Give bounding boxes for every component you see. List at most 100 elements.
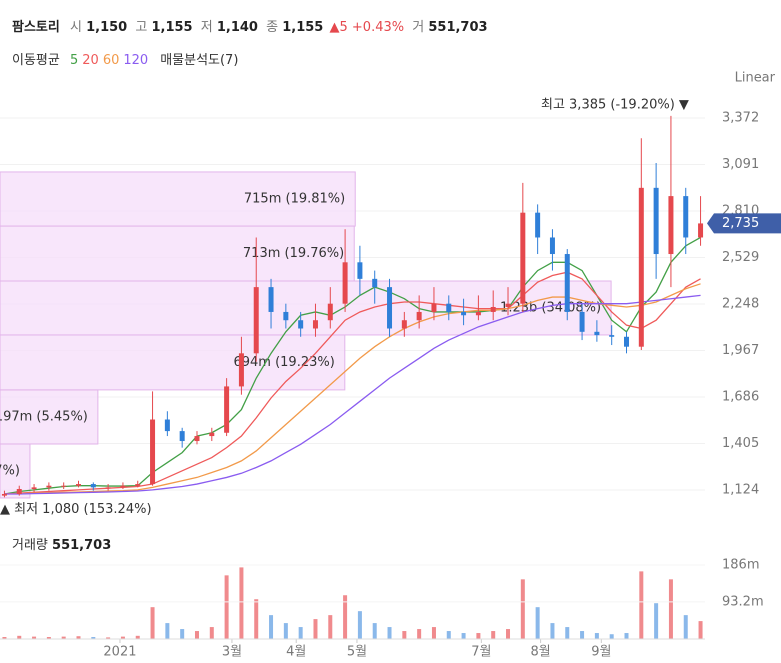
volume-bar	[194, 631, 199, 639]
candle-body	[579, 311, 585, 332]
volume-bar	[609, 634, 614, 639]
candle-body	[683, 196, 689, 238]
volume-bar	[683, 615, 688, 639]
annotation: ▲ 최저 1,080 (153.24%)	[0, 502, 152, 517]
x-tick-label: 3월	[222, 645, 242, 660]
candle-body	[194, 436, 200, 442]
y-tick-label: 1,967	[722, 343, 759, 358]
candle-body	[283, 311, 289, 321]
volume-title: 거래량 551,703	[12, 538, 111, 553]
volume-bar	[224, 575, 229, 639]
candle-body	[372, 278, 378, 288]
change: 5	[339, 20, 347, 35]
legend-entry: 20	[82, 53, 99, 68]
stat-value: 1,150	[86, 20, 127, 35]
x-tick-label: 5월	[347, 645, 367, 660]
volume-bar	[46, 637, 51, 639]
volume-bar	[61, 636, 66, 639]
y-tick-label: 1,686	[722, 390, 759, 405]
legend-entry: 60	[103, 53, 120, 68]
candle-body	[327, 303, 333, 321]
x-tick-label: 7월	[471, 645, 491, 660]
candle-body	[1, 493, 7, 496]
candle-body	[179, 431, 185, 442]
stat-value: 1,140	[217, 20, 258, 35]
volume-bar	[461, 633, 466, 639]
volume-bar	[239, 567, 244, 639]
stat-label: 종	[266, 20, 278, 35]
volume-bar	[135, 635, 140, 639]
stock-name: 팜스토리	[12, 19, 60, 35]
candle-body	[312, 320, 318, 329]
legend: 이동평균 5 20 60 120 매물분석도(7)	[12, 53, 238, 68]
price-tag	[707, 213, 781, 234]
profile-label: 713m (19.76%)	[243, 246, 344, 261]
legend-entry: 5	[70, 53, 78, 68]
volume-bar	[269, 615, 274, 639]
volume-bar	[120, 636, 125, 639]
volume-bar	[698, 621, 703, 639]
volume-bar	[150, 607, 155, 639]
legend-entry: 매물분석도(7)	[160, 53, 238, 68]
candle-body	[387, 287, 393, 329]
candle-body	[416, 311, 422, 321]
candle-body	[253, 287, 259, 354]
volume-bar	[550, 623, 555, 639]
stat-value: 1,155	[151, 20, 192, 35]
candle-body	[357, 262, 363, 279]
price-tag-label: 2,735	[722, 216, 759, 231]
volume-bar	[520, 579, 525, 639]
volume-bar	[357, 611, 362, 639]
volume-bar	[2, 637, 7, 639]
volume-bar	[372, 623, 377, 639]
volume-bar	[387, 627, 392, 639]
volume-bar	[417, 629, 422, 639]
profile-label: 715m (19.81%)	[244, 192, 345, 207]
ma-line	[4, 283, 701, 495]
volume-bar	[431, 627, 436, 639]
volume-bar	[180, 629, 185, 639]
volume-bar	[565, 627, 570, 639]
profile-label: 694m (19.23%)	[233, 355, 334, 370]
candle-body	[401, 320, 407, 329]
candle-body	[535, 212, 541, 238]
candle-body	[105, 487, 111, 489]
candle-body	[31, 487, 37, 490]
candle-body	[135, 484, 141, 486]
legend-title: 이동평균	[12, 53, 60, 68]
candle-body	[268, 287, 274, 312]
candle-body	[520, 212, 526, 304]
x-tick-label: 8월	[530, 645, 550, 660]
profile-bar	[0, 443, 31, 499]
candle-body	[624, 336, 630, 347]
candle-body	[564, 254, 570, 312]
scale-label: Linear	[735, 71, 776, 86]
volume-bar	[654, 603, 659, 639]
volume-bar	[283, 623, 288, 639]
candle-body	[490, 306, 496, 312]
candle-body	[431, 303, 437, 312]
volume-bar	[254, 599, 259, 639]
change-pct: +0.43%	[352, 20, 404, 35]
volume-bar	[668, 579, 673, 639]
candle-body	[668, 196, 674, 255]
candle-body	[164, 419, 170, 432]
volume-bar	[298, 627, 303, 639]
y-tick-label: 2,529	[722, 250, 759, 265]
stat-value: 1,155	[282, 20, 323, 35]
y-tick-label: 3,372	[722, 111, 759, 126]
x-tick-label: 2021	[103, 645, 136, 660]
candle-body	[594, 331, 600, 336]
candle-body	[120, 485, 126, 488]
candle-body	[61, 485, 67, 487]
y-tick-label: 3,091	[722, 157, 759, 172]
profile-bar	[0, 171, 356, 227]
candle-body	[461, 311, 467, 316]
volume-bar	[343, 595, 348, 639]
candle-body	[475, 311, 481, 316]
volume-bar	[32, 636, 37, 639]
candle-body	[653, 187, 659, 255]
volume-bar	[491, 631, 496, 639]
